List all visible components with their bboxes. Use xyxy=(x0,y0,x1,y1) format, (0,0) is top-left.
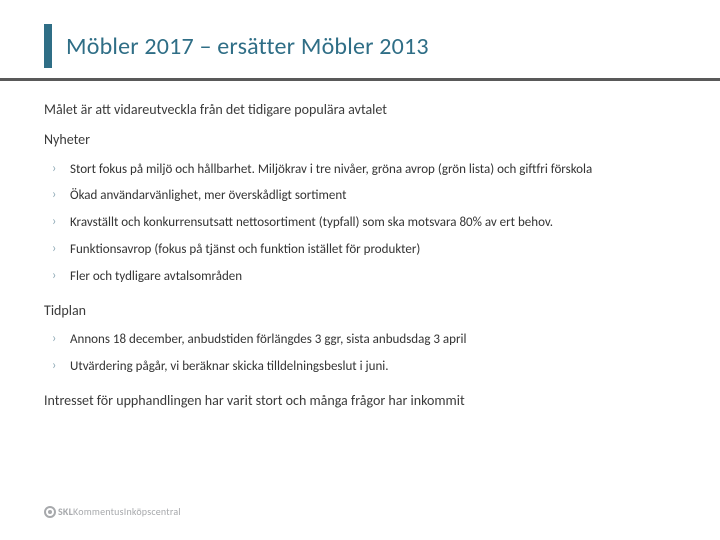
footer-brand-bold: SKL xyxy=(58,505,73,518)
footer: SKLKommentusInköpscentral xyxy=(44,505,181,518)
slide-title: Möbler 2017 – ersätter Möbler 2013 xyxy=(66,32,429,61)
divider-band xyxy=(0,78,720,81)
list-item: Stort fokus på miljö och hållbarhet. Mil… xyxy=(44,157,684,184)
section-heading-nyheter: Nyheter xyxy=(44,130,684,150)
list-item: Utvärdering pågår, vi beräknar skicka ti… xyxy=(44,354,684,381)
list-item: Fler och tydligare avtalsområden xyxy=(44,264,684,291)
list-item: Annons 18 december, anbudstiden förlängd… xyxy=(44,327,684,354)
lead-text: Målet är att vidareutveckla från det tid… xyxy=(44,100,684,120)
section-heading-tidplan: Tidplan xyxy=(44,301,684,321)
list-item: Kravställt och konkurrensutsatt nettosor… xyxy=(44,210,684,237)
list-item: Ökad användarvänlighet, mer överskådligt… xyxy=(44,183,684,210)
footer-brand-rest: KommentusInköpscentral xyxy=(73,505,181,518)
content-area: Målet är att vidareutveckla från det tid… xyxy=(44,100,684,411)
title-row: Möbler 2017 – ersätter Möbler 2013 xyxy=(44,24,690,68)
footer-brand: SKLKommentusInköpscentral xyxy=(58,505,181,518)
footer-logo-icon xyxy=(44,506,56,518)
slide: Möbler 2017 – ersätter Möbler 2013 Målet… xyxy=(0,0,720,540)
tidplan-list: Annons 18 december, anbudstiden förlängd… xyxy=(44,327,684,381)
closing-text: Intresset för upphandlingen har varit st… xyxy=(44,391,684,411)
nyheter-list: Stort fokus på miljö och hållbarhet. Mil… xyxy=(44,157,684,291)
list-item: Funktionsavrop (fokus på tjänst och funk… xyxy=(44,237,684,264)
title-accent-bar xyxy=(44,24,52,68)
